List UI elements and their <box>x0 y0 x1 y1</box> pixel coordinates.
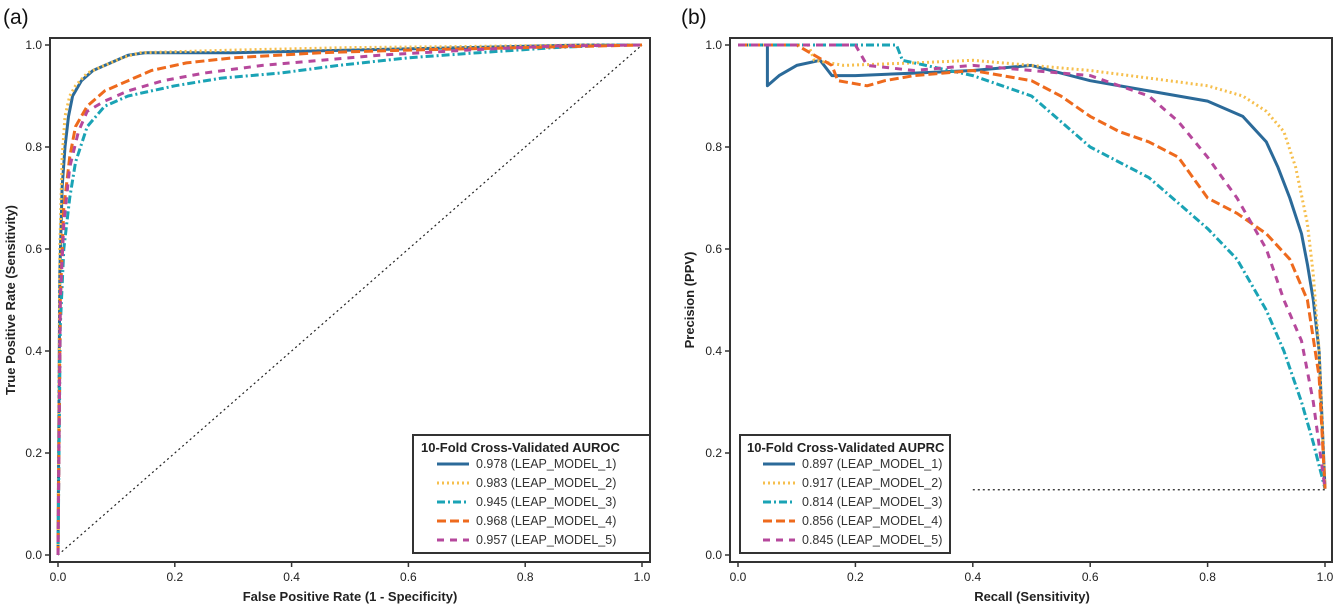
pr-legend: 10-Fold Cross-Validated AUPRC 0.897 (LEA… <box>739 434 951 554</box>
pr-x-tick-label: 0.0 <box>730 570 747 584</box>
roc-legend-items: 0.978 (LEAP_MODEL_1) 0.983 (LEAP_MODEL_2)… <box>437 457 616 547</box>
roc-y-tick-label: 1.0 <box>25 38 42 52</box>
roc-legend-label-3: 0.945 (LEAP_MODEL_3) <box>476 495 616 509</box>
roc-legend: 10-Fold Cross-Validated AUROC 0.978 (LEA… <box>412 434 651 554</box>
pr-series-line-3 <box>738 43 1327 490</box>
roc-y-tick-label: 0.0 <box>25 548 42 562</box>
roc-x-tick-label: 0.4 <box>283 570 300 584</box>
pr-x-axis-label: Recall (Sensitivity) <box>974 589 1090 604</box>
pr-y-tick-label: 0.8 <box>705 140 722 154</box>
roc-series-line-5 <box>56 43 643 556</box>
roc-y-ticks: 0.0 0.2 0.4 0.6 0.8 1.0 <box>25 38 50 562</box>
roc-legend-label-4: 0.968 (LEAP_MODEL_4) <box>476 514 616 528</box>
roc-x-tick-label: 0.8 <box>517 570 534 584</box>
roc-legend-title: 10-Fold Cross-Validated AUROC <box>421 440 620 455</box>
pr-y-ticks: 0.0 0.2 0.4 0.6 0.8 1.0 <box>705 38 730 562</box>
panel-label-a: (a) <box>3 6 29 29</box>
pr-legend-title: 10-Fold Cross-Validated AUPRC <box>747 440 945 455</box>
roc-x-tick-label: 1.0 <box>634 570 651 584</box>
roc-legend-box <box>412 434 651 554</box>
roc-x-ticks: 0.0 0.2 0.4 0.6 0.8 1.0 <box>50 562 651 584</box>
roc-axes-frame <box>49 37 651 563</box>
pr-legend-label-3: 0.814 (LEAP_MODEL_3) <box>802 495 942 509</box>
pr-x-ticks: 0.0 0.2 0.4 0.6 0.8 1.0 <box>730 562 1333 584</box>
roc-y-axis-label: True Positive Rate (Sensitivity) <box>3 205 18 395</box>
pr-y-tick-label: 0.2 <box>705 446 722 460</box>
roc-y-tick-label: 0.4 <box>25 344 42 358</box>
pr-legend-label-5: 0.845 (LEAP_MODEL_5) <box>802 533 942 547</box>
roc-reference-line <box>57 44 643 556</box>
pr-x-tick-label: 0.6 <box>1082 570 1099 584</box>
pr-series-line-1 <box>738 43 1327 489</box>
pr-x-tick-label: 0.8 <box>1199 570 1216 584</box>
roc-x-axis-label: False Positive Rate (1 - Specificity) <box>243 589 458 604</box>
pr-x-tick-label: 1.0 <box>1317 570 1333 584</box>
pr-y-tick-label: 0.0 <box>705 548 722 562</box>
pr-legend-box <box>739 434 951 554</box>
roc-series-line-3 <box>56 43 642 556</box>
roc-legend-label-2: 0.983 (LEAP_MODEL_2) <box>476 476 616 490</box>
roc-y-tick-label: 0.6 <box>25 242 42 256</box>
pr-y-tick-label: 1.0 <box>705 38 722 52</box>
pr-legend-label-2: 0.917 (LEAP_MODEL_2) <box>802 476 942 490</box>
pr-axes-frame <box>729 37 1333 563</box>
roc-x-tick-label: 0.0 <box>50 570 67 584</box>
pr-series-line-4 <box>738 43 1327 489</box>
pr-y-tick-label: 0.4 <box>705 344 722 358</box>
roc-y-tick-label: 0.2 <box>25 446 42 460</box>
roc-panel: (a) 0.0 0.2 0.4 0.6 0.8 1.0 0.0 0.2 0.4 0.6 0.8 1.… <box>3 6 651 604</box>
pr-legend-items: 0.897 (LEAP_MODEL_1) 0.917 (LEAP_MODEL_2)… <box>763 457 942 547</box>
roc-legend-label-5: 0.957 (LEAP_MODEL_5) <box>476 533 616 547</box>
pr-y-axis-label: Precision (PPV) <box>682 252 697 349</box>
pr-plot-area <box>729 37 1333 563</box>
roc-series-line-2 <box>56 43 642 556</box>
pr-x-tick-label: 0.4 <box>964 570 981 584</box>
pr-series-line-5 <box>738 43 1327 489</box>
roc-x-tick-label: 0.2 <box>166 570 183 584</box>
pr-y-tick-label: 0.6 <box>705 242 722 256</box>
roc-series-line-4 <box>56 43 643 556</box>
roc-y-tick-label: 0.8 <box>25 140 42 154</box>
pr-series-line-2 <box>738 43 1327 489</box>
pr-x-tick-label: 0.2 <box>847 570 864 584</box>
pr-legend-label-4: 0.856 (LEAP_MODEL_4) <box>802 514 942 528</box>
roc-legend-label-1: 0.978 (LEAP_MODEL_1) <box>476 457 616 471</box>
panel-label-b: (b) <box>681 6 707 29</box>
pr-legend-label-1: 0.897 (LEAP_MODEL_1) <box>802 457 942 471</box>
pr-panel: (b) 0.0 0.2 0.4 0.6 0.8 1.0 0.0 0.2 0.4 0.6 0.8 1.… <box>681 6 1333 604</box>
roc-x-tick-label: 0.6 <box>400 570 417 584</box>
roc-plot-area <box>49 37 651 563</box>
